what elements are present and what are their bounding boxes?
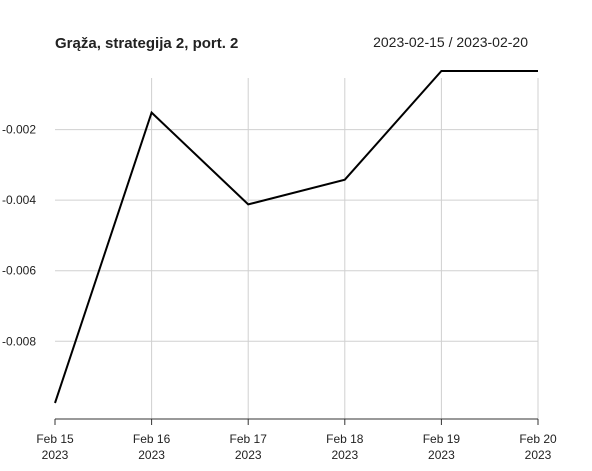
series-line	[54, 70, 538, 404]
chart-title: Grąža, strategija 2, port. 2	[55, 35, 238, 52]
series-layer	[54, 70, 538, 404]
y-axis-ticks: -0.002 -0.004 -0.006 -0.008	[2, 123, 36, 349]
x-tick-year-label: 2023	[331, 448, 358, 462]
x-tick-label: Feb 18	[326, 432, 364, 446]
x-tick-year-label: 2023	[428, 448, 455, 462]
date-range-label: 2023-02-15 / 2023-02-20	[373, 34, 528, 50]
x-tick-label: Feb 15	[36, 432, 74, 446]
y-tick-label: -0.004	[2, 193, 36, 207]
x-tick-label: Feb 19	[423, 432, 461, 446]
x-tick-year-label: 2023	[138, 448, 165, 462]
x-tick-year-label: 2023	[525, 448, 552, 462]
x-tick-label: Feb 16	[133, 432, 171, 446]
y-tick-label: -0.006	[2, 264, 36, 278]
x-tick-label: Feb 20	[519, 432, 557, 446]
grid	[55, 78, 539, 419]
x-axis: Feb 15 2023 Feb 16 2023 Feb 17 2023 Feb 18 2023…	[36, 418, 557, 462]
y-tick-label: -0.002	[2, 123, 36, 137]
x-tick-year-label: 2023	[42, 448, 69, 462]
x-tick-label: Feb 17	[230, 432, 268, 446]
x-tick-year-label: 2023	[235, 448, 262, 462]
y-tick-label: -0.008	[2, 334, 36, 348]
